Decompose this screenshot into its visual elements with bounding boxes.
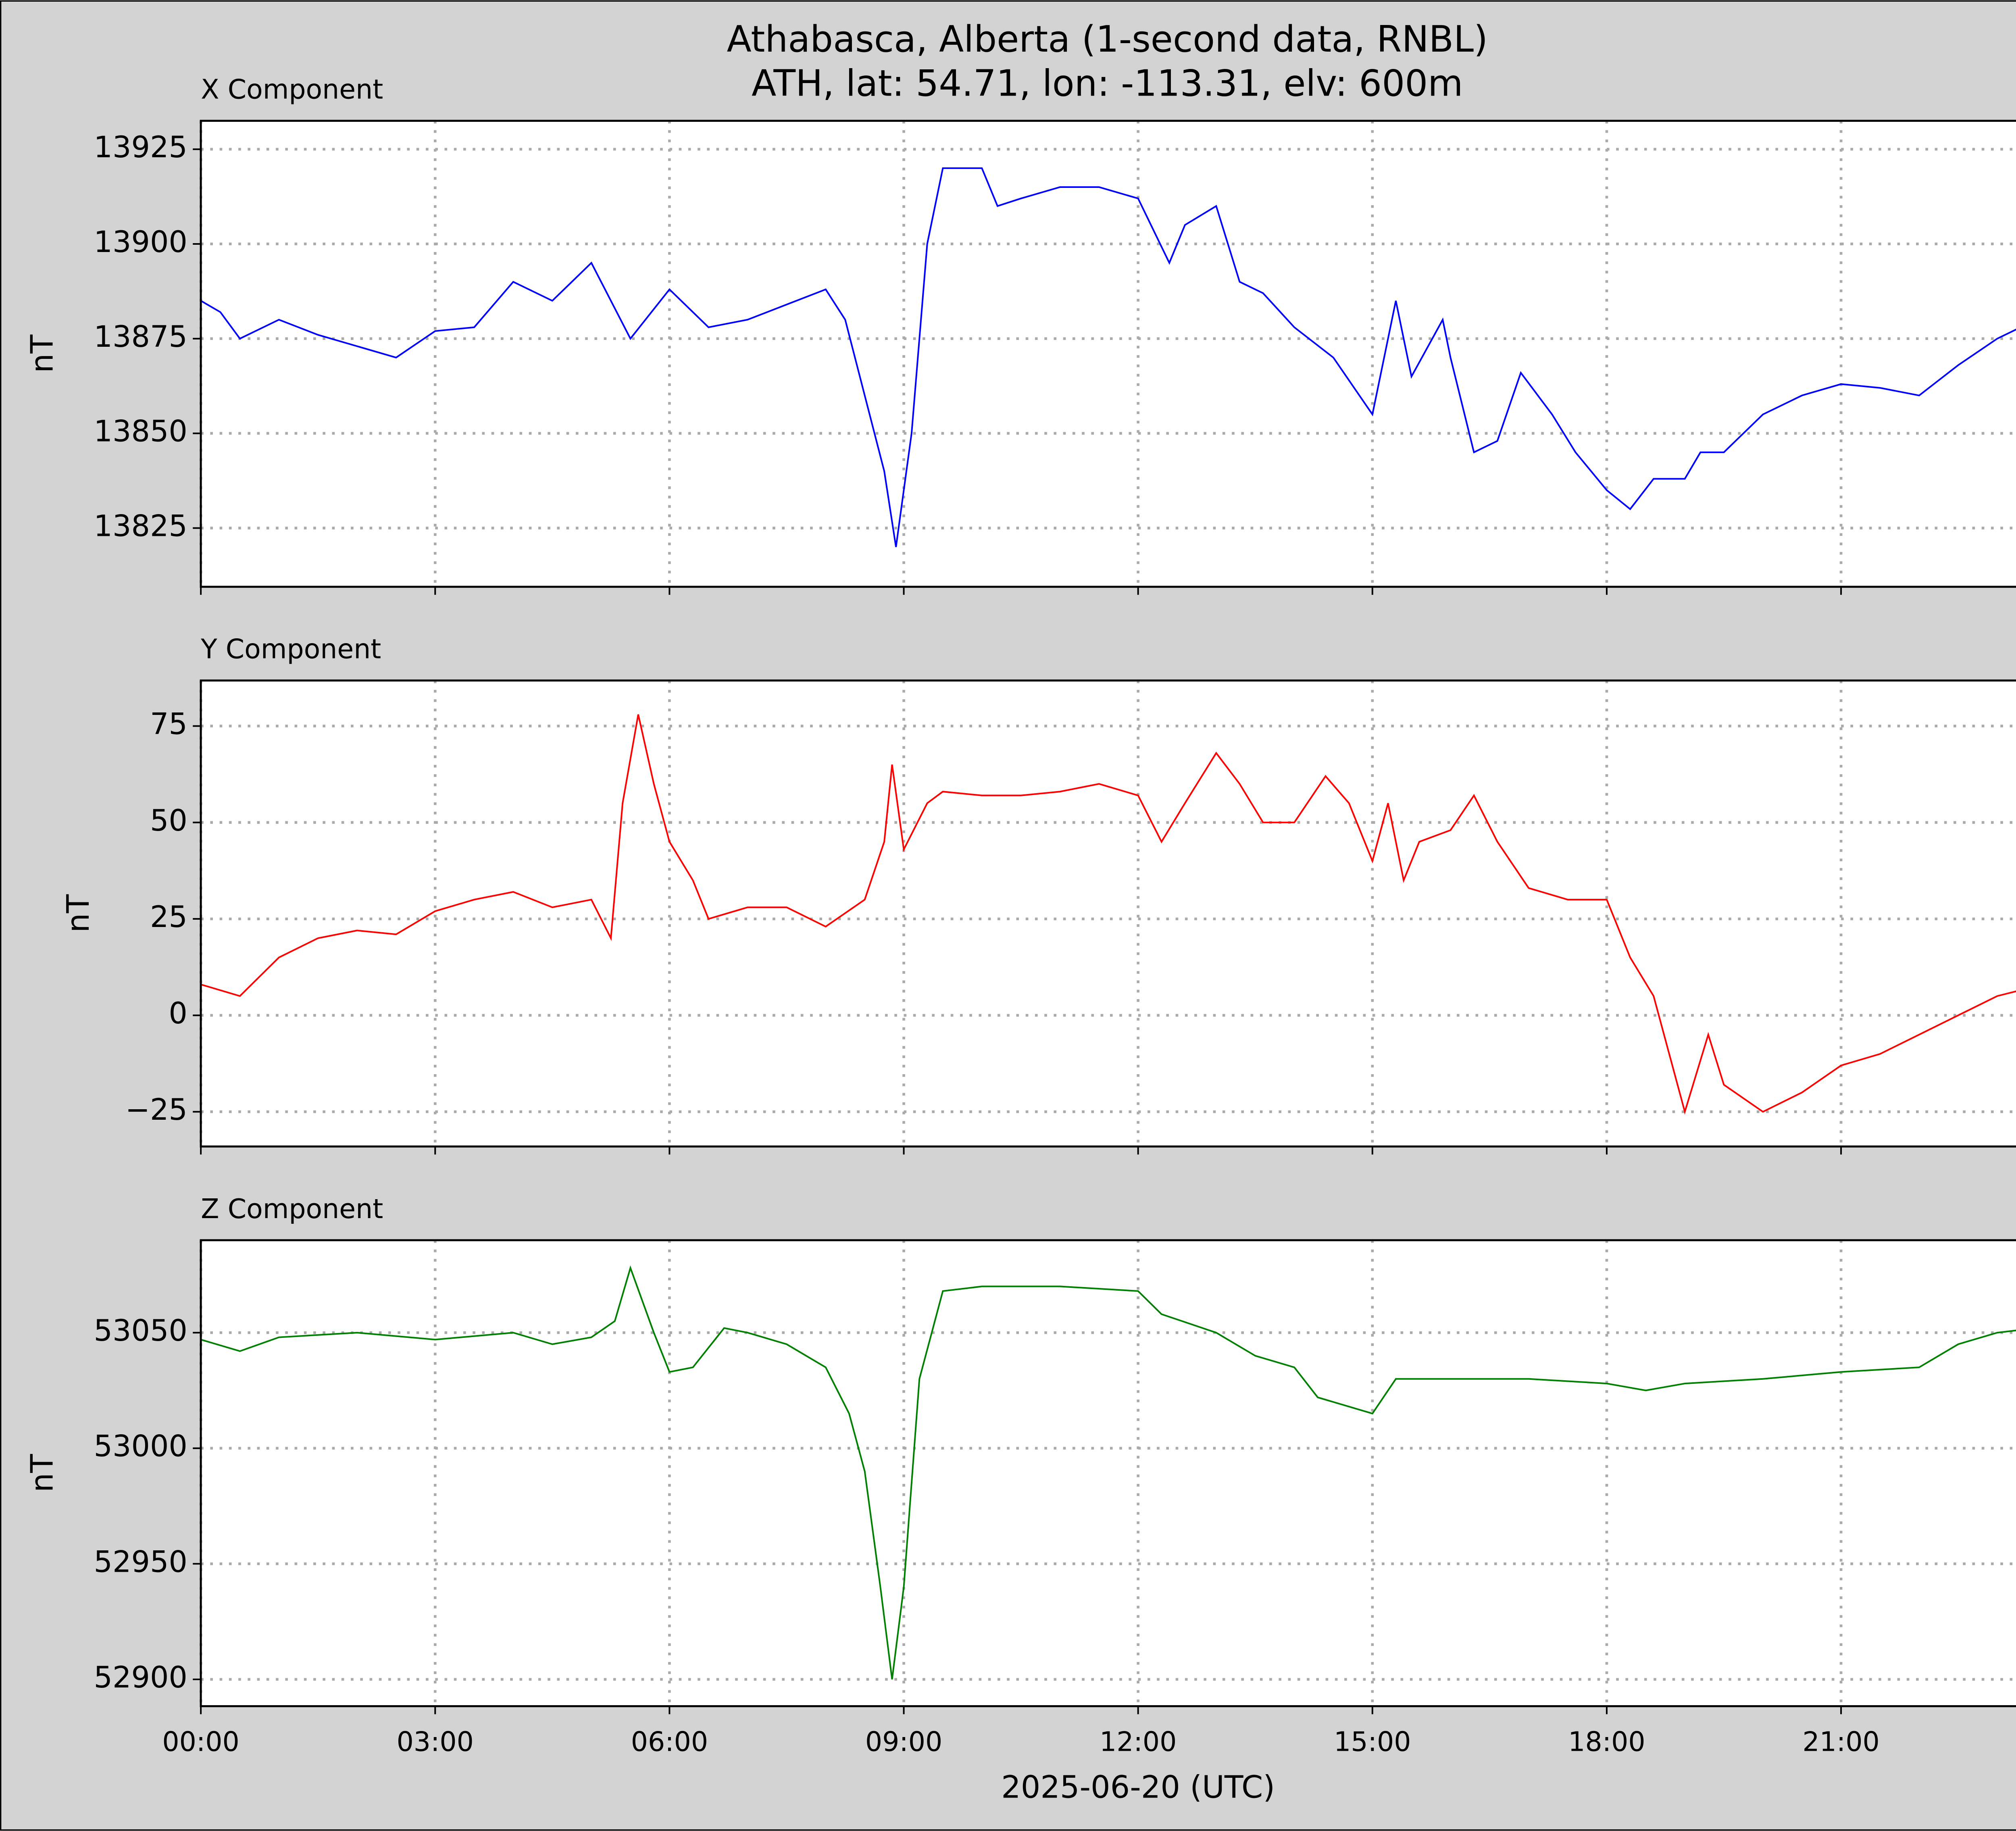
title-line: Athabasca, Alberta (1-second data, RNBL) [727, 19, 1488, 60]
x-axis-label: 2025-06-20 (UTC) [1001, 1769, 1275, 1805]
y-tick-label: 52950 [94, 1545, 187, 1579]
data-line [200, 1265, 2016, 1680]
y-axis-label: nT [60, 894, 96, 933]
x-tick-label: 21:00 [1802, 1726, 1879, 1757]
title-line: ATH, lat: 54.71, lon: -113.31, elv: 600m [752, 63, 1463, 105]
y-tick-label: 13925 [94, 130, 187, 165]
x-tick-label: 06:00 [631, 1726, 708, 1757]
y-tick-label: 75 [150, 707, 187, 742]
y-tick-label: 13875 [94, 320, 187, 354]
data-line [200, 167, 2016, 547]
y-tick-label: 13850 [94, 415, 187, 449]
y-axis-label: nT [25, 335, 60, 373]
axes-frame [200, 120, 2016, 588]
y-tick-label: 13900 [94, 225, 187, 259]
y-tick-label: 25 [150, 900, 187, 934]
x-tick-label: 03:00 [397, 1726, 474, 1757]
axes-background [201, 121, 2016, 587]
x-tick-label: 15:00 [1334, 1726, 1411, 1757]
x-tick-label: 12:00 [1100, 1726, 1177, 1757]
x-tick-label: 18:00 [1568, 1726, 1645, 1757]
axes-frame [200, 679, 2016, 1148]
y-tick-label: 53000 [94, 1429, 187, 1464]
y-tick-label: 13825 [94, 509, 187, 544]
axes-background [201, 680, 2016, 1147]
x-tick-label: 09:00 [865, 1726, 942, 1757]
y-tick-label: 53050 [94, 1314, 187, 1348]
panel-title: Y Component [200, 633, 381, 665]
panel-title: X Component [201, 74, 383, 105]
y-axis-label: nT [25, 1454, 60, 1492]
y-tick-label: 50 [150, 804, 187, 838]
y-tick-label: −25 [125, 1093, 187, 1127]
axes-background [201, 1240, 2016, 1706]
y-tick-label: 52900 [94, 1660, 187, 1695]
y-tick-label: 0 [169, 996, 187, 1031]
axes-frame [200, 1239, 2016, 1707]
panel-title: Z Component [201, 1193, 383, 1225]
data-line [200, 714, 2016, 1115]
x-tick-label: 00:00 [162, 1726, 239, 1757]
